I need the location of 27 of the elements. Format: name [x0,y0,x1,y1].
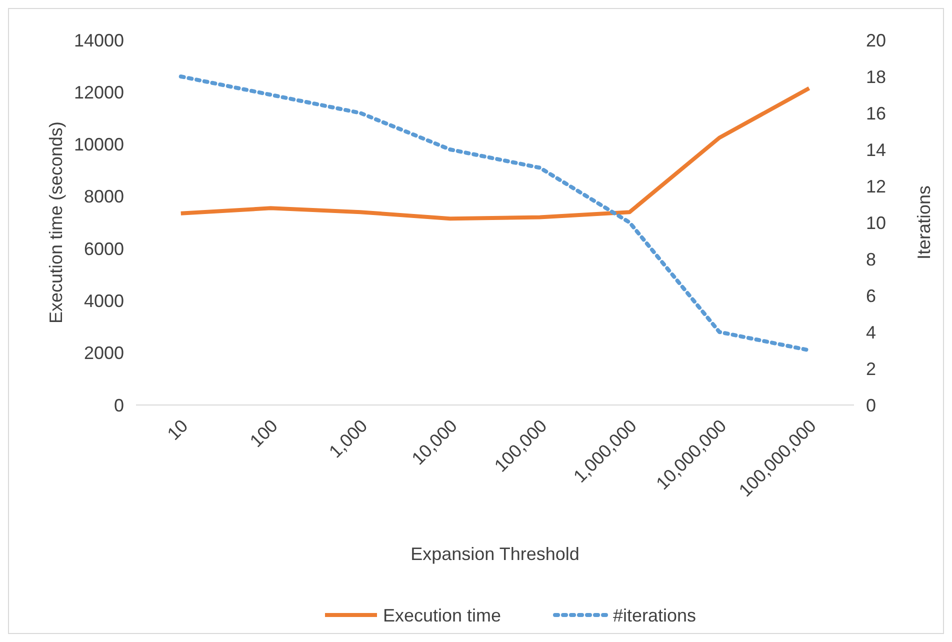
y2-tick-label: 10 [866,212,886,233]
y2-tick-label: 6 [866,286,876,306]
legend-label: #iterations [613,605,696,626]
y2-axis-title: Iterations [914,185,934,260]
y-tick-label: 8000 [84,186,124,207]
y-tick-label: 14000 [74,30,124,50]
legend-label: Execution time [383,605,502,626]
y2-tick-label: 18 [866,66,886,87]
y2-tick-label: 8 [866,249,876,270]
x-tick-label: 100 [246,416,282,452]
y-tick-label: 4000 [84,291,124,312]
x-tick-label: 10 [163,416,192,444]
y-tick-label: 12000 [74,82,124,102]
y2-tick-label: 2 [866,358,876,379]
x-axis-title: Expansion Threshold [410,544,580,564]
y-tick-label: 0 [114,395,124,416]
y2-tick-label: 4 [866,322,876,342]
y-tick-label: 2000 [84,343,124,364]
y-tick-label: 10000 [74,134,124,155]
y-axis-title: Execution time (seconds) [46,121,66,324]
y2-tick-label: 0 [866,395,876,416]
y-tick-label: 6000 [84,238,124,259]
y2-tick-label: 14 [866,140,886,160]
line-series [178,86,812,221]
y2-tick-label: 16 [866,103,886,124]
y2-tick-label: 12 [866,176,886,196]
y2-tick-label: 20 [866,30,886,50]
